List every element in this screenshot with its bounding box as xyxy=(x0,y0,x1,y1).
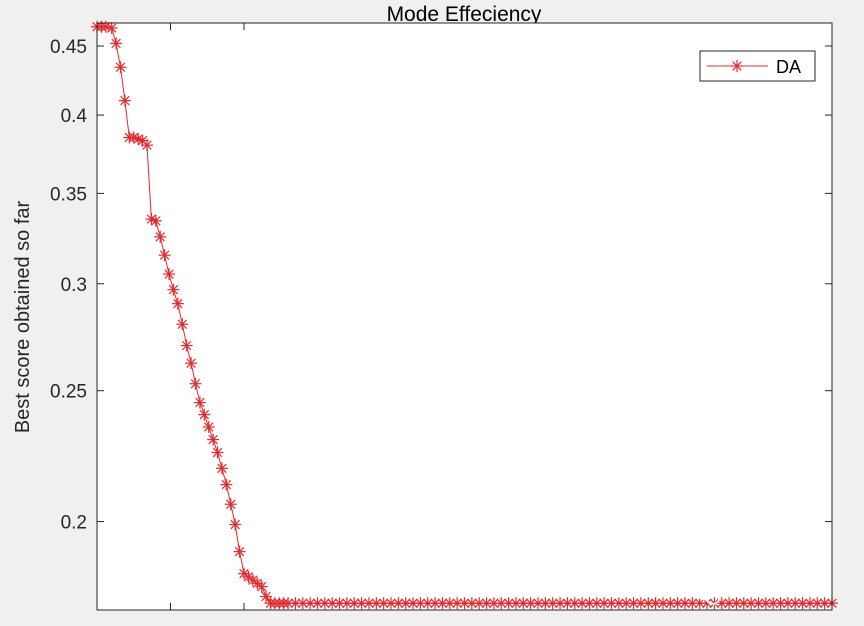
data-point xyxy=(355,597,368,610)
y-tick-label: 0.25 xyxy=(50,382,87,403)
data-point xyxy=(495,597,508,610)
watermark-text: 天天Matlab xyxy=(724,581,816,601)
data-point xyxy=(392,597,405,610)
data-point xyxy=(679,597,691,610)
data-point xyxy=(185,357,198,370)
data-point xyxy=(105,22,118,35)
data-point xyxy=(229,518,242,531)
data-point xyxy=(759,597,772,610)
data-point xyxy=(333,597,346,610)
data-point xyxy=(789,597,802,610)
data-point xyxy=(656,597,669,610)
legend-label: DA xyxy=(776,57,801,77)
data-point xyxy=(605,597,618,610)
data-point xyxy=(211,446,224,459)
data-point xyxy=(255,580,268,593)
data-point xyxy=(198,408,211,421)
data-point xyxy=(362,597,375,610)
data-point xyxy=(154,230,167,243)
data-point xyxy=(634,597,647,610)
data-point xyxy=(224,498,237,511)
data-point xyxy=(318,597,331,610)
data-point xyxy=(180,339,193,352)
chart-title: Mode Effeciency xyxy=(387,3,542,26)
data-point xyxy=(193,396,206,409)
data-point xyxy=(539,597,552,610)
y-tick-label: 0.2 xyxy=(61,513,87,534)
data-point xyxy=(304,597,317,610)
data-point xyxy=(114,61,127,74)
data-point xyxy=(220,478,233,491)
data-point xyxy=(598,597,611,610)
watermark: 天天Matlab xyxy=(697,581,816,605)
data-point xyxy=(818,597,831,610)
data-point xyxy=(774,597,787,610)
wechat-icon xyxy=(697,587,720,605)
y-tick-label: 0.45 xyxy=(50,37,87,58)
data-point xyxy=(429,597,442,610)
legend-marker xyxy=(731,60,743,72)
data-point xyxy=(436,597,449,610)
legend-marker-star xyxy=(731,60,743,72)
data-point xyxy=(202,420,215,433)
data-point xyxy=(149,214,162,227)
plot-frame xyxy=(96,22,833,611)
data-point xyxy=(233,545,246,558)
y-axis-label: Best score obtained so far xyxy=(12,200,34,433)
data-point xyxy=(118,94,131,107)
y-tick-label: 0.35 xyxy=(50,184,87,205)
y-tick-label: 0.3 xyxy=(61,275,87,296)
data-point xyxy=(140,139,153,152)
data-point xyxy=(207,433,220,446)
data-point xyxy=(189,377,202,390)
legend: DA xyxy=(699,50,816,82)
data-point xyxy=(110,37,123,50)
data-point xyxy=(167,283,180,296)
data-point xyxy=(163,268,176,281)
data-point xyxy=(171,297,184,310)
data-point xyxy=(215,462,228,475)
data-point xyxy=(649,597,662,610)
plot-area xyxy=(97,23,832,610)
data-point xyxy=(546,597,559,610)
data-point xyxy=(377,597,390,610)
data-point xyxy=(260,590,273,603)
axes: 0.2 0.25 0.3 0.35 0.4 0.45 xyxy=(50,23,832,610)
data-point xyxy=(158,249,171,262)
y-tick-label: 0.4 xyxy=(61,106,88,127)
data-point xyxy=(803,597,816,610)
data-point xyxy=(348,597,361,610)
data-point xyxy=(176,318,189,331)
series-da xyxy=(91,20,838,610)
data-point xyxy=(686,597,699,610)
